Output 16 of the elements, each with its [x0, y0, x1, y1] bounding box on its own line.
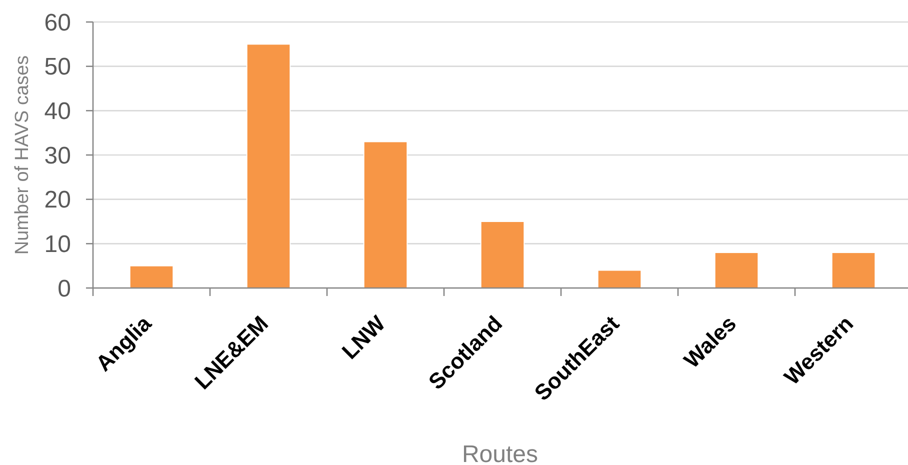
bar	[714, 252, 759, 288]
bar	[831, 252, 876, 288]
bar	[246, 44, 291, 288]
bar	[480, 221, 525, 288]
bar	[129, 265, 174, 288]
y-tick-label: 30	[44, 142, 71, 170]
y-tick-label: 20	[44, 186, 71, 214]
y-tick-label: 50	[44, 54, 71, 81]
bar	[597, 270, 642, 288]
y-tick-label: 0	[58, 275, 71, 302]
y-tick-label: 60	[44, 9, 71, 36]
y-tick-label: 10	[44, 231, 71, 258]
y-axis-title: Number of HAVS cases	[12, 55, 33, 255]
y-tick-label: 40	[44, 98, 71, 126]
x-axis-title: Routes	[462, 441, 538, 465]
bar	[363, 141, 408, 288]
